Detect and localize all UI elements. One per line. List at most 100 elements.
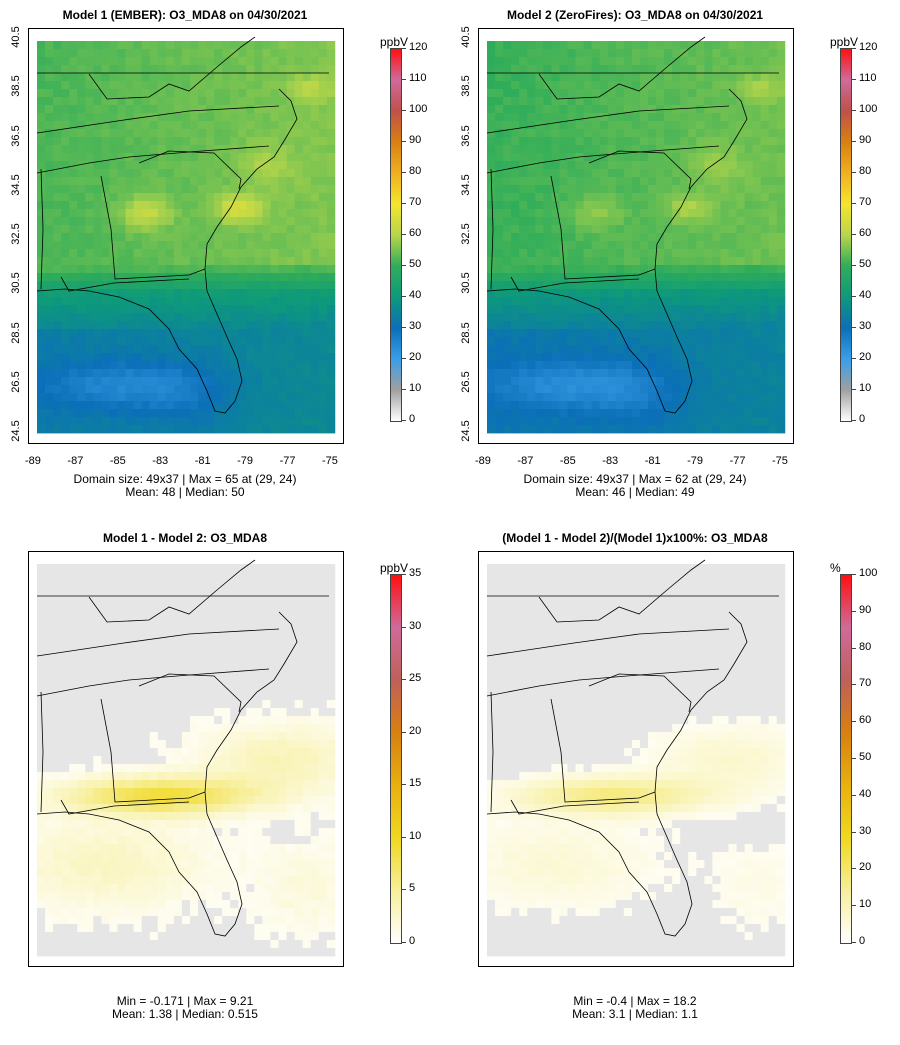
heatmap-cell — [109, 401, 118, 410]
heatmap-cell — [53, 329, 62, 338]
heatmap-cell — [37, 289, 46, 298]
heatmap-cell — [503, 97, 512, 106]
heatmap-cell — [69, 337, 78, 346]
heatmap-cell — [503, 241, 512, 250]
heatmap-cell — [672, 113, 681, 122]
heatmap-cell — [230, 676, 239, 685]
heatmap-cell — [744, 345, 754, 354]
heatmap-cell — [310, 756, 320, 765]
heatmap-cell — [294, 652, 304, 661]
heatmap-cell — [149, 337, 159, 346]
heatmap-cell — [149, 169, 159, 178]
heatmap-cell — [680, 337, 689, 346]
heatmap-cell — [744, 329, 754, 338]
heatmap-cell — [648, 257, 657, 266]
heatmap-cell — [551, 209, 560, 218]
heatmap-cell — [278, 652, 287, 661]
heatmap-cell — [648, 217, 657, 226]
heatmap-cell — [623, 321, 633, 330]
heatmap-cell — [222, 273, 231, 282]
heatmap-cell — [567, 89, 576, 98]
heatmap-cell — [85, 668, 94, 677]
heatmap-cell — [318, 169, 328, 178]
heatmap-cell — [639, 89, 649, 98]
heatmap-cell — [615, 225, 625, 234]
heatmap-cell — [648, 393, 657, 402]
heatmap-cell — [254, 145, 263, 154]
heatmap-cell — [704, 345, 713, 354]
heatmap-cell — [704, 193, 713, 202]
heatmap-cell — [198, 692, 207, 701]
heatmap-cell — [607, 169, 617, 178]
heatmap-cell — [198, 345, 207, 354]
heatmap-cell — [680, 145, 689, 154]
heatmap-cell — [206, 97, 215, 106]
heatmap-cell — [45, 732, 54, 741]
heatmap-cell — [101, 604, 110, 613]
heatmap-cell — [551, 393, 560, 402]
heatmap-cell — [69, 369, 78, 378]
heatmap-cell — [93, 604, 102, 613]
heatmap-cell — [198, 49, 207, 58]
heatmap-cell — [117, 97, 126, 106]
heatmap-cell — [69, 644, 78, 653]
heatmap-cell — [591, 313, 601, 322]
heatmap-cell — [623, 225, 633, 234]
heatmap-cell — [720, 257, 729, 266]
heatmap-cell — [230, 580, 239, 589]
heatmap-cell — [246, 369, 255, 378]
heatmap-cell — [318, 780, 328, 789]
heatmap-cell — [294, 329, 304, 338]
heatmap-cell — [173, 692, 183, 701]
heatmap-cell — [487, 409, 496, 418]
heatmap-cell — [61, 588, 70, 597]
heatmap-cell — [672, 385, 681, 394]
heatmap-cell — [246, 297, 255, 306]
heatmap-cell — [543, 249, 552, 258]
heatmap-cell — [61, 209, 70, 218]
heatmap-cell — [254, 73, 263, 82]
legend-tick-mark — [852, 327, 856, 328]
heatmap-cell — [125, 732, 134, 741]
heatmap-cell — [487, 345, 496, 354]
heatmap-cell — [591, 89, 601, 98]
heatmap-cell — [157, 121, 167, 130]
heatmap-cell — [230, 345, 239, 354]
heatmap-cell — [157, 580, 167, 589]
heatmap-cell — [222, 409, 231, 418]
heatmap-cell — [639, 121, 649, 130]
legend-tick-label: 110 — [409, 72, 427, 84]
heatmap-cell — [776, 57, 786, 66]
heatmap-cell — [45, 305, 54, 314]
heatmap-cell — [623, 369, 633, 378]
heatmap-cell — [286, 796, 295, 805]
heatmap-cell — [688, 81, 697, 90]
heatmap-cell — [559, 81, 568, 90]
heatmap-cell — [495, 177, 504, 186]
heatmap-cell — [157, 249, 167, 258]
heatmap-cell — [165, 161, 175, 170]
heatmap-cell — [728, 353, 737, 362]
heatmap-cell — [326, 105, 336, 114]
heatmap-cell — [206, 193, 215, 202]
heatmap-cell — [286, 636, 295, 645]
heatmap-cell — [157, 764, 167, 773]
heatmap-cell — [262, 636, 271, 645]
heatmap-cell — [278, 145, 287, 154]
heatmap-cell — [254, 580, 263, 589]
heatmap-cell — [101, 73, 110, 82]
heatmap-cell — [85, 724, 94, 733]
heatmap-cell — [639, 401, 649, 410]
heatmap-cell — [286, 417, 295, 426]
heatmap-cell — [688, 425, 697, 434]
heatmap-cell — [744, 241, 754, 250]
heatmap-cell — [286, 788, 295, 797]
heatmap-cell — [206, 644, 215, 653]
heatmap-cell — [294, 812, 304, 821]
heatmap-cell — [206, 764, 215, 773]
heatmap-cell — [238, 193, 247, 202]
heatmap-cell — [238, 684, 247, 693]
heatmap-cell — [157, 193, 167, 202]
heatmap-cell — [61, 580, 70, 589]
heatmap-cell — [133, 820, 143, 829]
